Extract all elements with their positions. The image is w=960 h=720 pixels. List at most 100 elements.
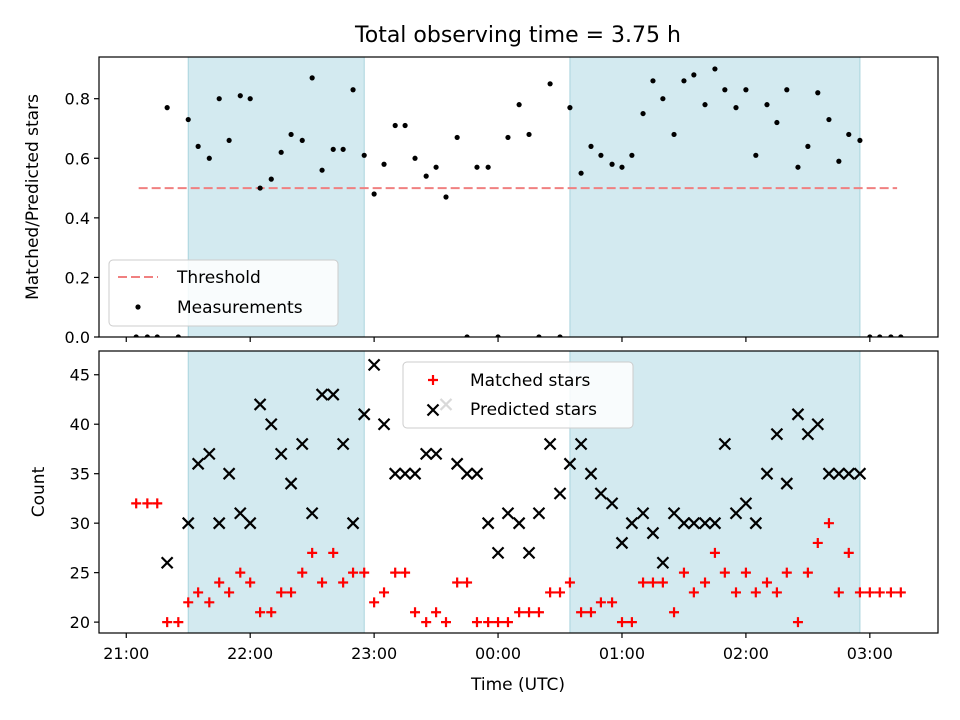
x-tick-label: 03:00 xyxy=(847,644,893,663)
bottom-y-tick-label: 45 xyxy=(70,366,90,385)
predicted-stars-point xyxy=(646,526,660,540)
chart-title: Total observing time = 3.75 h xyxy=(354,23,681,48)
top-y-tick-label: 0.2 xyxy=(65,268,90,287)
predicted-stars-point xyxy=(315,388,329,401)
predicted-stars-point xyxy=(636,506,650,520)
top-y-tick-label: 0.6 xyxy=(65,149,90,168)
measurement-point xyxy=(154,334,160,337)
predicted-stars-point xyxy=(326,388,340,401)
matched-stars-point xyxy=(823,518,834,529)
measurement-point xyxy=(784,87,790,93)
predicted-stars-point xyxy=(191,457,205,471)
predicted-stars-point xyxy=(212,516,226,530)
measurement-point xyxy=(598,152,604,158)
matched-stars-point xyxy=(390,567,401,578)
predicted-stars-point xyxy=(574,437,588,451)
matched-stars-point xyxy=(669,607,680,618)
measurement-point xyxy=(309,75,315,81)
measurement-point xyxy=(888,334,894,337)
predicted-stars-point xyxy=(791,408,805,421)
predicted-stars-point xyxy=(243,516,257,530)
measurement-point xyxy=(412,155,418,161)
bottom-shaded-interval-1 xyxy=(187,350,365,634)
bottom-y-axis-label: Count xyxy=(29,466,49,517)
matched-stars-point xyxy=(781,567,792,578)
matched-stars-point xyxy=(524,607,535,618)
predicted-stars-point xyxy=(346,516,360,530)
matched-stars-point xyxy=(812,537,823,548)
matched-stars-point xyxy=(483,617,494,628)
matched-stars-point xyxy=(471,617,482,628)
measurement-point xyxy=(133,334,139,337)
matched-stars-point xyxy=(255,607,266,618)
predicted-stars-point xyxy=(450,457,464,471)
measurement-point xyxy=(257,185,263,191)
bottom-legend-box xyxy=(402,361,634,429)
measurement-point xyxy=(795,164,801,170)
top-y-tick-label: 0.8 xyxy=(65,90,90,109)
x-tick-label: 22:00 xyxy=(227,644,273,663)
measurement-point xyxy=(567,105,573,111)
matched-stars-point xyxy=(740,567,751,578)
matched-stars-point xyxy=(162,617,173,628)
top-y-axis-label: Matched/Predicted stars xyxy=(23,94,43,300)
predicted-stars-point xyxy=(718,437,732,451)
measurement-point xyxy=(536,334,542,337)
measurement-point xyxy=(712,66,718,72)
predicted-stars-point xyxy=(222,467,236,480)
predicted-stars-point xyxy=(656,556,670,570)
predicted-stars-point xyxy=(522,546,536,560)
matched-stars-point xyxy=(421,617,432,628)
x-tick-label: 21:00 xyxy=(103,644,149,663)
measurement-point xyxy=(650,78,656,84)
predicted-stars-point xyxy=(842,467,856,480)
predicted-stars-point xyxy=(160,556,174,570)
matched-stars-point xyxy=(638,577,649,588)
matched-stars-point xyxy=(214,577,225,588)
matched-stars-point xyxy=(833,587,844,598)
predicted-stars-point xyxy=(203,447,216,461)
measurement-point xyxy=(743,87,749,93)
matched-stars-point xyxy=(678,567,689,578)
bottom-plot-area xyxy=(131,358,906,628)
legend-measurements-swatch xyxy=(135,304,141,310)
matched-stars-point xyxy=(688,587,699,598)
matched-stars-point xyxy=(719,567,730,578)
x-tick-label: 02:00 xyxy=(723,644,769,663)
predicted-stars-point xyxy=(553,487,567,500)
measurement-point xyxy=(898,334,904,337)
matched-stars-point xyxy=(700,577,711,588)
bottom-y-tick-label: 30 xyxy=(70,514,90,533)
predicted-stars-point xyxy=(264,417,278,431)
measurement-point xyxy=(226,137,232,144)
matched-stars-point xyxy=(245,577,256,588)
matched-stars-point xyxy=(286,587,297,598)
measurement-point xyxy=(299,137,305,144)
predicted-stars-point xyxy=(708,516,722,530)
matched-stars-point xyxy=(379,587,390,598)
predicted-stars-point xyxy=(667,506,681,520)
matched-stars-point xyxy=(576,607,587,618)
predicted-stars-point xyxy=(377,417,391,431)
matched-stars-point xyxy=(555,587,566,598)
measurement-point xyxy=(846,131,852,138)
measurement-point xyxy=(268,176,274,182)
predicted-stars-point xyxy=(770,427,784,441)
matched-stars-point xyxy=(452,577,463,588)
predicted-stars-point xyxy=(729,506,743,520)
measurement-point xyxy=(691,72,697,78)
predicted-stars-point xyxy=(501,506,515,520)
x-axis-label: Time (UTC) xyxy=(470,675,565,695)
predicted-stars-point xyxy=(253,398,267,411)
measurement-point xyxy=(464,334,470,337)
bottom-y-tick-label: 40 xyxy=(70,415,90,434)
measurement-point xyxy=(381,161,387,167)
predicted-stars-point xyxy=(594,487,608,500)
legend-measurements-label: Measurements xyxy=(177,298,303,318)
matched-stars-point xyxy=(142,498,153,509)
predicted-stars-point xyxy=(801,427,815,441)
predicted-stars-point xyxy=(543,437,557,451)
predicted-stars-point xyxy=(336,437,350,451)
predicted-stars-point xyxy=(460,467,474,480)
